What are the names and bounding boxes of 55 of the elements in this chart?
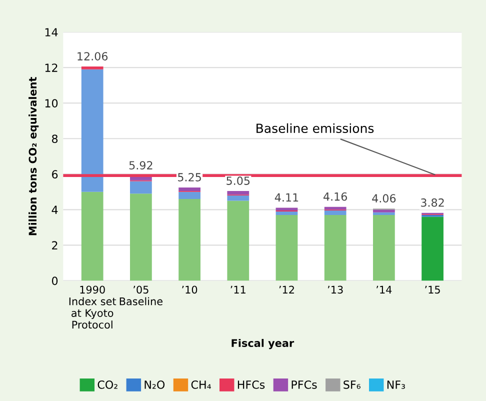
legend-label: SF₆	[344, 380, 360, 389]
total-label: 5.05	[226, 176, 250, 185]
total-label: 3.82	[421, 198, 444, 207]
total-label: 4.16	[324, 192, 348, 201]
total-label: 5.25	[178, 173, 201, 182]
legend-label: NF₃	[387, 380, 405, 389]
x-tick-label: ’05 Baseline	[120, 286, 162, 306]
x-tick-label: ’12	[279, 286, 294, 294]
legend-label: CO₂	[98, 380, 118, 389]
x-tick-label: ’13	[328, 286, 343, 294]
x-tick-label: ’14	[376, 286, 392, 294]
bar	[81, 66, 104, 70]
bar	[373, 214, 395, 281]
bar	[227, 200, 250, 281]
bar	[373, 212, 395, 215]
y-tick-label: 12	[45, 64, 58, 72]
bar	[130, 194, 152, 281]
bar	[178, 187, 200, 192]
bar	[130, 181, 152, 194]
bar	[178, 199, 200, 281]
x-tick-label: ’10	[182, 286, 198, 294]
total-label: 12.06	[78, 52, 108, 60]
bar	[276, 211, 298, 215]
bar	[324, 210, 346, 215]
bar	[324, 214, 346, 281]
legend-label: N₂O	[144, 380, 165, 389]
x-axis-title: Fiscal year	[232, 338, 294, 350]
y-tick-label: 4	[52, 206, 58, 214]
bar	[81, 192, 104, 281]
bar	[178, 192, 200, 200]
y-tick-label: 0	[52, 276, 58, 286]
legend-label: HFCs	[238, 380, 265, 389]
x-tick-label: ’11	[230, 286, 246, 294]
total-label: 4.06	[372, 194, 396, 203]
y-tick-label: 8	[52, 134, 58, 144]
y-tick-label: 6	[52, 170, 58, 179]
legend-label: CH₄	[191, 380, 211, 389]
y-tick-label: 2	[52, 241, 58, 250]
ref-line-label: Baseline emissions	[256, 123, 374, 134]
bar	[276, 208, 298, 211]
total-label: 5.92	[129, 161, 152, 170]
bar	[276, 214, 298, 281]
bar	[373, 210, 395, 212]
bar	[227, 195, 250, 201]
y-axis-title: Million tons CO₂ equivalent	[28, 76, 39, 236]
x-tick-label: 1990 Index set at Kyoto Protocol	[69, 286, 116, 329]
bar	[422, 216, 444, 281]
y-tick-label: 10	[45, 99, 58, 108]
bar	[227, 191, 250, 195]
legend-label: PFCs	[292, 380, 317, 389]
x-tick-label: ’15	[425, 286, 440, 294]
y-tick-label: 14	[45, 28, 58, 36]
bar	[81, 69, 104, 192]
bar	[130, 176, 152, 180]
total-label: 4.11	[274, 193, 298, 202]
